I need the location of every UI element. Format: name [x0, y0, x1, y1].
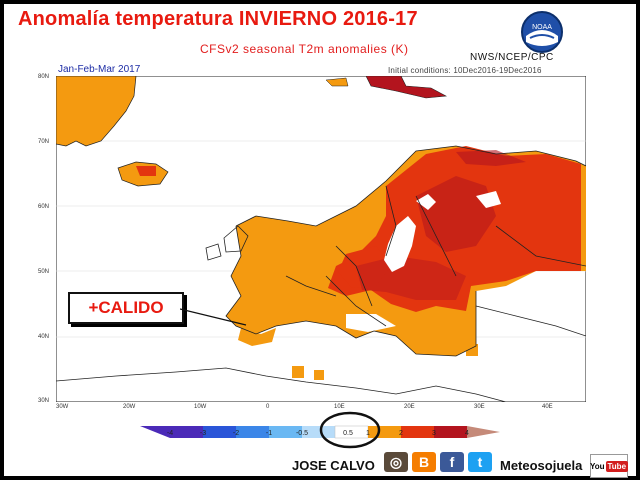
greenland-warm-anomaly	[56, 76, 137, 147]
lat-label: 80N	[38, 74, 50, 80]
initial-conditions-label: Initial conditions: 10Dec2016-19Dec2016	[388, 66, 542, 75]
iceland-anomaly	[117, 161, 169, 187]
colorbar-label: 3	[432, 430, 436, 437]
strongest-warm-anomaly	[356, 150, 526, 300]
period-label: Jan-Feb-Mar 2017	[58, 64, 141, 75]
svalbard-anomaly	[325, 76, 448, 99]
colorbar-swatch	[203, 426, 236, 438]
credit-label: NWS/NCEP/CPC	[470, 52, 554, 63]
colorbar-label: -3	[200, 430, 206, 437]
figure-title: Anomalía temperatura INVIERNO 2016-17	[18, 8, 418, 30]
lon-label: 30W	[56, 404, 69, 410]
youtube-icon[interactable]: You Tube	[589, 454, 629, 478]
noaa-logo-text: NOAA	[532, 24, 552, 31]
calido-callout: +CALIDO	[68, 292, 184, 324]
colorbar-label: 0.5	[343, 430, 353, 437]
figure-subtitle: CFSv2 seasonal T2m anomalies (K)	[200, 42, 409, 56]
colorbar-swatch	[302, 426, 335, 438]
colorbar-label: 2	[399, 430, 403, 437]
colorbar-swatch	[140, 426, 170, 438]
lon-label: 40E	[542, 404, 553, 410]
colorbar-label: -0.5	[296, 430, 308, 437]
colorbar-label: 4	[465, 430, 469, 437]
colorbar: -4 -3 -2 -1 -0.5 0.5 1 2 3 4	[140, 425, 500, 439]
colorbar-swatch	[170, 426, 203, 438]
sea-cutouts	[346, 191, 501, 332]
lat-label: 30N	[38, 398, 50, 404]
coastlines	[56, 145, 586, 402]
lat-label: 70N	[38, 139, 50, 145]
highlight-circle	[319, 411, 381, 449]
lon-label: 30E	[474, 404, 485, 410]
colorbar-swatch	[401, 426, 434, 438]
colorbar-label: -4	[167, 430, 173, 437]
lon-label: 0	[266, 404, 270, 410]
colorbar-label: -1	[266, 430, 272, 437]
author-label: JOSE CALVO	[292, 458, 375, 473]
lat-label: 50N	[38, 269, 50, 275]
colorbar-swatch	[269, 426, 302, 438]
youtube-you: You	[589, 461, 605, 471]
blogger-icon[interactable]: B	[412, 452, 436, 472]
colorbar-label: -2	[233, 430, 239, 437]
colorbar-swatch	[368, 426, 401, 438]
anomaly-map	[56, 76, 586, 402]
noaa-logo: NOAA	[520, 10, 564, 54]
lat-label: 60N	[38, 204, 50, 210]
colorbar-label: 1	[366, 430, 370, 437]
youtube-tube: Tube	[605, 460, 629, 472]
lon-label: 10E	[334, 404, 345, 410]
social-icons: ◎ B f t	[384, 452, 492, 472]
lon-label: 20W	[123, 404, 136, 410]
instagram-icon[interactable]: ◎	[384, 452, 408, 472]
brand-label: Meteosojuela	[500, 458, 583, 473]
facebook-icon[interactable]: f	[440, 452, 464, 472]
colorbar-swatch	[236, 426, 269, 438]
lon-label: 20E	[404, 404, 415, 410]
callout-pointer	[180, 308, 247, 326]
twitter-icon[interactable]: t	[468, 452, 492, 472]
colorbar-swatch	[467, 426, 500, 438]
colorbar-swatch	[434, 426, 467, 438]
lat-label: 40N	[38, 334, 50, 340]
lon-label: 10W	[194, 404, 207, 410]
